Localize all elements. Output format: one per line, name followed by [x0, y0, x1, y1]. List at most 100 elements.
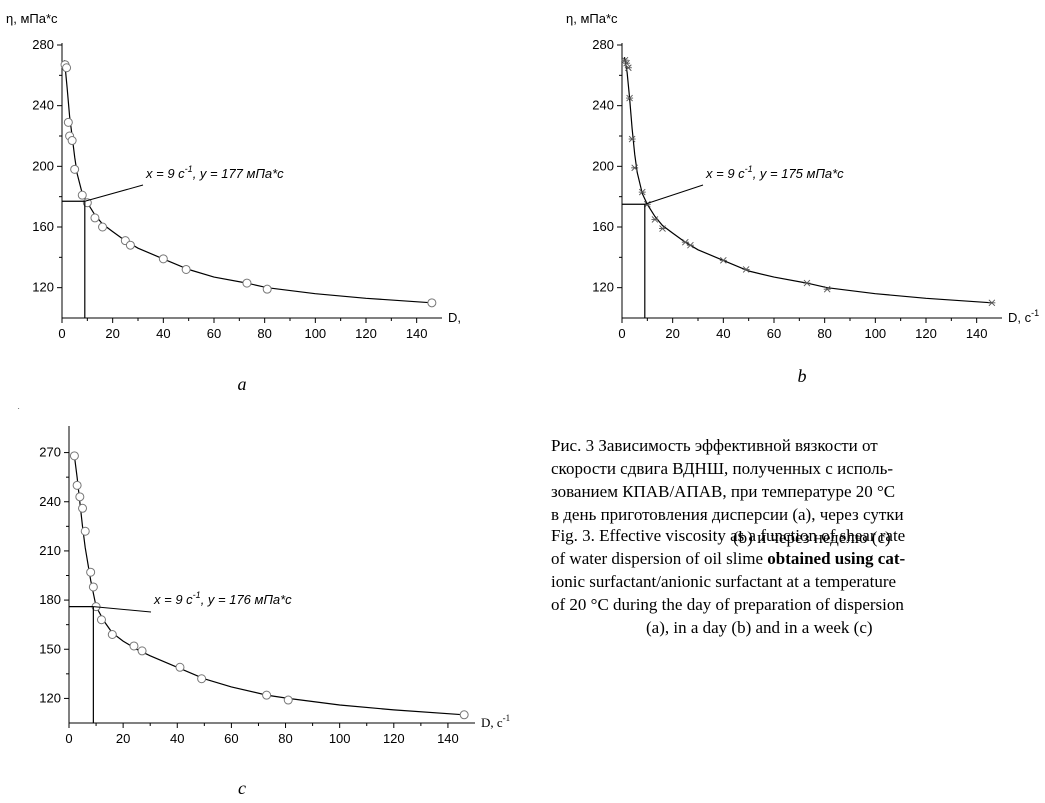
annotation-superscript: -1 — [745, 164, 753, 174]
x-tick-label: 0 — [65, 731, 72, 746]
data-point — [78, 503, 88, 513]
x-tick-label: 120 — [355, 326, 377, 341]
y-tick-label: 180 — [39, 592, 61, 607]
caption-ru-line: зованием КПАВ/АПАВ, при температуре 20 °… — [551, 482, 896, 501]
x-tick-label: 100 — [329, 731, 351, 746]
data-point — [129, 641, 139, 651]
fit-curve — [63, 60, 432, 304]
x-tick-label: 120 — [383, 731, 405, 746]
data-point — [181, 264, 191, 274]
x-tick-label: 60 — [224, 731, 238, 746]
caption-en-line: of 20 °C during the day of preparation o… — [551, 595, 904, 614]
x-axis-label: D, с-1 — [481, 713, 510, 730]
data-point — [283, 695, 293, 705]
x-tick-label: 80 — [278, 731, 292, 746]
x-tick-label: 60 — [767, 326, 781, 341]
x-tick-label: 140 — [437, 731, 459, 746]
data-point — [659, 225, 667, 232]
x-tick-label: 40 — [716, 326, 730, 341]
data-point — [624, 64, 632, 72]
x-tick-label: 0 — [58, 326, 65, 341]
figure-caption-russian: Рис. 3 Зависимость эффективной вязкости … — [551, 434, 904, 549]
data-point — [98, 222, 108, 232]
data-point — [988, 299, 996, 307]
data-point — [631, 164, 639, 172]
x-axis-label: D, с-1 — [1008, 308, 1039, 325]
data-point — [197, 674, 207, 684]
y-tick-label: 240 — [32, 98, 54, 113]
x-tick-label: 40 — [170, 731, 184, 746]
x-tick-label: 100 — [304, 326, 326, 341]
data-point — [69, 451, 79, 461]
chart-a: 120 160 200 240 280 0 20 40 60 80 100 120 140 η, мПа*… — [6, 11, 479, 394]
y-axis-label: η, мПа*с — [6, 11, 58, 26]
x-tick-label: 20 — [116, 731, 130, 746]
data-point — [459, 710, 469, 720]
data-point — [628, 135, 636, 143]
data-point — [686, 241, 694, 249]
data-point — [651, 216, 659, 223]
panel-label: b — [798, 366, 807, 386]
data-point — [242, 278, 252, 288]
annotation-text: x = 9 с-1, y = 176 мПа*с — [153, 590, 292, 607]
panel-label: c — [238, 778, 246, 798]
x-tick-label: 60 — [207, 326, 221, 341]
annotation-text: x = 9 с-1, y = 175 мПа*с — [705, 164, 844, 181]
y-tick-label: 200 — [592, 158, 614, 173]
caption-en-line: Fig. 3. Effective viscosity as a functio… — [551, 526, 906, 545]
data-point — [262, 284, 272, 294]
annotation-text-part: , y = 176 мПа*с — [201, 592, 292, 607]
annotation-superscript: -1 — [193, 590, 201, 600]
x-tick-label: 120 — [915, 326, 937, 341]
y-tick-label: 280 — [32, 37, 54, 52]
x-tick-label: 80 — [257, 326, 271, 341]
figure-caption-english: Fig. 3. Effective viscosity as a functio… — [551, 524, 905, 639]
panel-label: a — [238, 374, 247, 394]
x-axis-label-superscript: -1 — [1031, 308, 1039, 318]
caption-en-line: (a), in a day (b) and in a week (c) — [646, 618, 873, 637]
chart-b: 120 160 200 240 280 0 20 40 60 80 100 120 140 η, мПа*… — [566, 11, 1039, 386]
caption-en-bold-text: obtained using cat- — [767, 549, 906, 568]
data-point — [742, 266, 750, 273]
data-point — [803, 279, 811, 287]
data-point — [77, 190, 87, 200]
annotation-text-part: x = 9 с — [145, 166, 185, 181]
chart-panel-a: 120 160 200 240 280 0 20 40 60 80 100 120 140 η, мПа*… — [0, 0, 479, 395]
y-tick-label: 160 — [32, 219, 54, 234]
x-tick-label: 40 — [156, 326, 170, 341]
chart-panel-c: 120 150 180 210 240 270 0 20 40 60 80 100 120 140 η, м… — [0, 394, 520, 798]
x-tick-label: 140 — [966, 326, 988, 341]
caption-ru-line: (b) и через неделю (c) — [733, 528, 891, 547]
x-tick-label: 0 — [618, 326, 625, 341]
y-tick-label: 270 — [39, 445, 61, 460]
x-axis-label: D, с-1 — [448, 308, 460, 325]
caption-ru-line: Рис. 3 Зависимость эффективной вязкости … — [551, 436, 878, 455]
caption-en-text: of water dispersion of oil slime — [551, 549, 768, 568]
y-tick-label: 120 — [32, 280, 54, 295]
chart-c: 120 150 180 210 240 270 0 20 40 60 80 100 120 140 η, м… — [13, 394, 510, 798]
y-tick-label: 120 — [39, 690, 61, 705]
caption-ru-line: в день приготовления дисперсии (a), чере… — [551, 505, 904, 524]
data-point — [638, 188, 646, 196]
caption-ru-line: скорости сдвига ВДНШ, полученных с испол… — [551, 459, 894, 478]
annotation-leader-line — [644, 184, 704, 205]
chart-panel-b: 120 160 200 240 280 0 20 40 60 80 100 120 140 η, мПа*… — [560, 0, 1045, 395]
annotation-text: x = 9 с-1, y = 177 мПа*с — [145, 164, 284, 181]
data-point — [63, 117, 73, 127]
y-tick-label: 150 — [39, 641, 61, 656]
x-tick-label: 80 — [817, 326, 831, 341]
y-tick-label: 240 — [39, 494, 61, 509]
fit-curve — [623, 56, 992, 304]
data-point — [823, 285, 831, 293]
data-point — [626, 94, 634, 102]
data-point — [427, 298, 437, 308]
data-point — [80, 526, 90, 536]
data-point — [86, 567, 96, 577]
y-axis-label: η, мПа*с — [566, 11, 618, 26]
annotation-text-part: , y = 175 мПа*с — [753, 166, 844, 181]
data-point — [75, 492, 85, 502]
x-axis-label-superscript: -1 — [503, 713, 511, 723]
annotation-leader-line — [93, 606, 152, 613]
x-tick-label: 100 — [864, 326, 886, 341]
data-point — [67, 136, 77, 146]
